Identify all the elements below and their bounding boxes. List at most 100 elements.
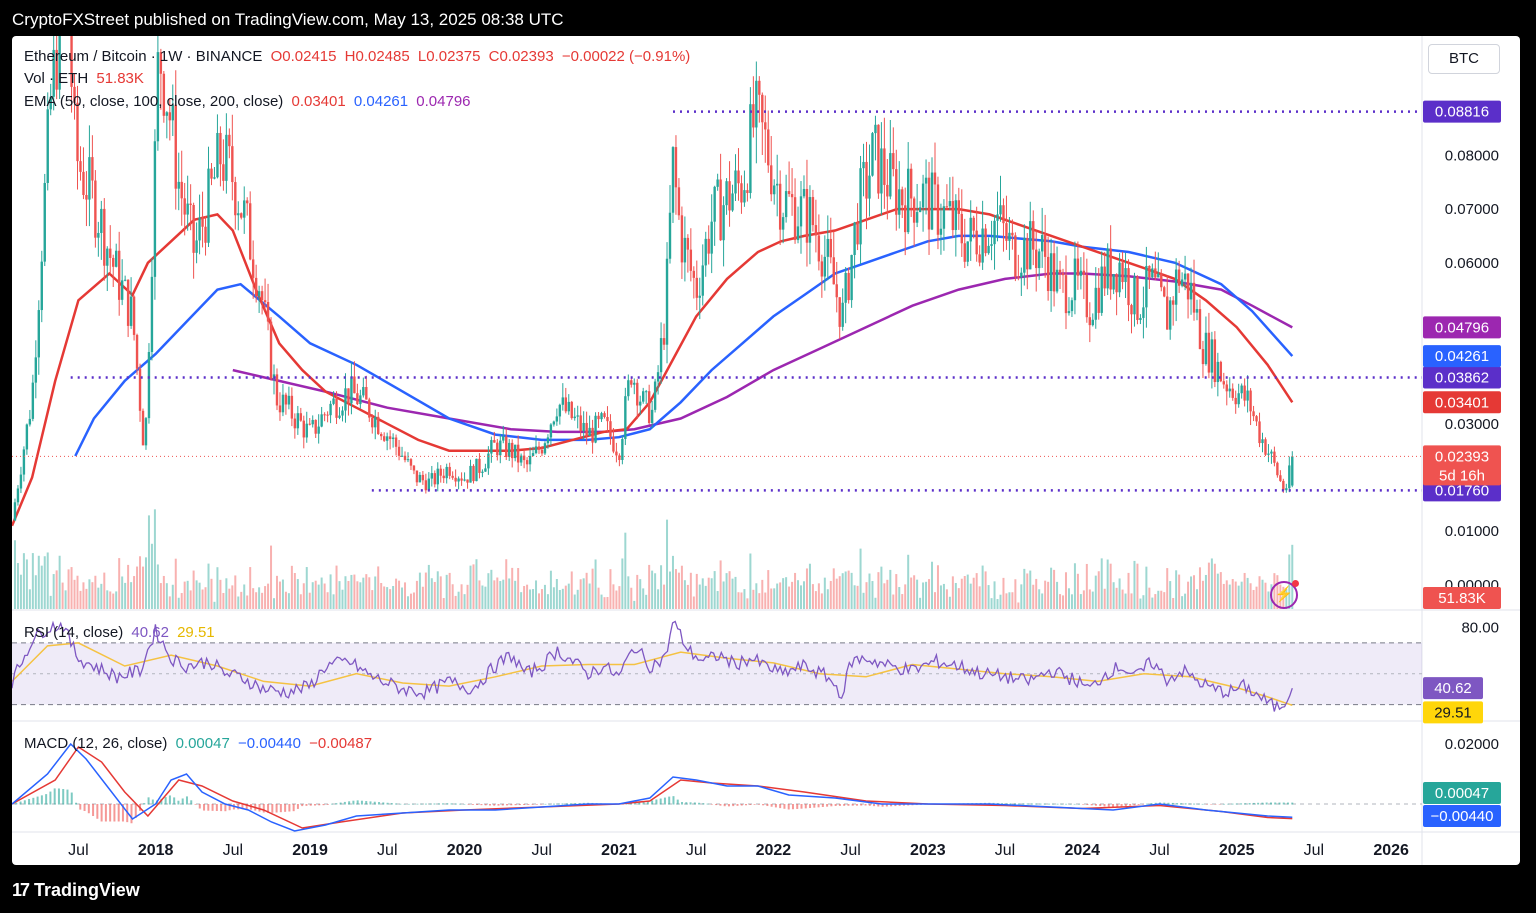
candle-body bbox=[722, 205, 725, 241]
volume-bar bbox=[1240, 581, 1243, 609]
candle-body bbox=[808, 197, 812, 243]
candle-body bbox=[251, 259, 255, 278]
volume-bar bbox=[1139, 598, 1142, 609]
volume-bar bbox=[412, 592, 415, 609]
candle-body bbox=[430, 473, 434, 479]
volume-bar bbox=[1160, 590, 1163, 609]
candle-body bbox=[671, 147, 675, 213]
volume-bar bbox=[701, 578, 704, 609]
candle-body bbox=[46, 109, 49, 183]
volume-bar bbox=[1175, 570, 1178, 609]
volume-bar bbox=[299, 594, 302, 609]
candle-body bbox=[811, 197, 815, 226]
volume-bar bbox=[585, 572, 588, 609]
volume-bar bbox=[612, 584, 615, 609]
candle-body bbox=[1082, 270, 1086, 275]
volume-bar bbox=[338, 581, 341, 609]
candle-body bbox=[234, 182, 237, 216]
candle-body bbox=[764, 122, 767, 130]
volume-bar bbox=[502, 579, 505, 609]
candle-body bbox=[37, 310, 40, 358]
candle-body bbox=[332, 398, 335, 404]
volume-bar bbox=[130, 582, 133, 609]
candle-body bbox=[1011, 232, 1014, 236]
macd-histogram-bar bbox=[1141, 804, 1144, 805]
ema-label[interactable]: EMA (50, close, 100, close, 200, close) bbox=[24, 93, 284, 110]
macd-histogram-bar bbox=[659, 798, 662, 805]
candle-body bbox=[1222, 381, 1225, 385]
volume-bar bbox=[913, 575, 916, 609]
volume-bar bbox=[106, 590, 109, 609]
volume-bar bbox=[666, 519, 669, 609]
volume-bar bbox=[192, 570, 195, 609]
volume-bar bbox=[1088, 589, 1091, 609]
candle-body bbox=[737, 170, 740, 184]
volume-bar bbox=[25, 559, 28, 609]
volume-bar bbox=[1195, 589, 1198, 609]
chart-canvas[interactable]: 0.000000.010000.030000.060000.070000.080… bbox=[12, 36, 1520, 865]
macd-histogram-bar bbox=[1120, 804, 1123, 807]
candle-body bbox=[1237, 393, 1240, 405]
volume-bar bbox=[532, 589, 535, 609]
macd-histogram-bar bbox=[762, 804, 765, 806]
volume-bar bbox=[651, 570, 654, 609]
macd-histogram-bar bbox=[390, 803, 393, 805]
volume-bar bbox=[222, 593, 225, 609]
macd-histogram-bar bbox=[1107, 804, 1110, 807]
macd-histogram-bar bbox=[732, 804, 735, 807]
candle-body bbox=[19, 474, 23, 489]
macd-histogram-bar bbox=[100, 804, 103, 822]
volume-bar bbox=[1064, 572, 1067, 609]
volume-bar bbox=[460, 584, 463, 609]
rsi-label[interactable]: RSI (14, close) bbox=[24, 624, 124, 641]
candle-body bbox=[144, 418, 148, 446]
volume-bar bbox=[755, 583, 758, 609]
volume-bar bbox=[996, 599, 999, 609]
candle-body bbox=[784, 191, 788, 218]
volume-bar bbox=[1085, 563, 1088, 609]
volume-label[interactable]: Vol · ETH bbox=[24, 70, 89, 87]
symbol-title[interactable]: Ethereum / Bitcoin · 1W · BINANCE bbox=[24, 48, 263, 65]
macd-histogram-bar bbox=[1197, 803, 1200, 805]
volume-bar bbox=[362, 577, 365, 609]
volume-bar bbox=[255, 592, 258, 609]
macd-histogram-bar bbox=[791, 804, 794, 810]
candle-body bbox=[323, 414, 326, 416]
currency-selector[interactable]: BTC bbox=[1428, 44, 1500, 74]
candle-body bbox=[189, 203, 192, 206]
lightning-icon[interactable]: ⚡ bbox=[1270, 580, 1299, 609]
candle-body bbox=[109, 248, 112, 258]
candle-body bbox=[633, 382, 636, 385]
volume-bar bbox=[278, 581, 281, 609]
candle-body bbox=[359, 395, 362, 405]
macd-histogram-bar bbox=[113, 804, 116, 822]
volume-bar bbox=[13, 540, 16, 609]
volume-bar bbox=[794, 572, 797, 609]
tradingview-logo[interactable]: 17 TradingView bbox=[12, 880, 140, 901]
rsi-ma-tag-bg bbox=[1423, 701, 1483, 724]
volume-bar bbox=[16, 563, 19, 609]
volume-bar bbox=[594, 559, 597, 609]
macd-histogram-bar bbox=[194, 804, 197, 805]
candle-body bbox=[49, 96, 52, 110]
macd-histogram-bar bbox=[258, 804, 261, 812]
macd-histogram-bar bbox=[203, 804, 206, 811]
candle-body bbox=[135, 334, 139, 369]
volume-bar bbox=[960, 578, 963, 609]
volume-bar bbox=[776, 583, 779, 609]
volume-bar bbox=[347, 580, 350, 609]
volume-bar bbox=[1106, 559, 1109, 609]
volume-bar bbox=[493, 580, 496, 609]
volume-bar bbox=[499, 581, 502, 609]
macd-histogram-bar bbox=[634, 802, 637, 805]
candle-body bbox=[1091, 319, 1094, 326]
candle-body bbox=[165, 112, 169, 116]
macd-histogram-bar bbox=[1282, 802, 1285, 805]
candle-body bbox=[1258, 421, 1261, 444]
macd-histogram-bar bbox=[1231, 803, 1234, 805]
candle-body bbox=[906, 168, 910, 233]
macd-label[interactable]: MACD (12, 26, close) bbox=[24, 735, 168, 752]
volume-bar bbox=[904, 584, 907, 609]
candle-body bbox=[755, 80, 758, 128]
volume-bar bbox=[1059, 594, 1062, 609]
